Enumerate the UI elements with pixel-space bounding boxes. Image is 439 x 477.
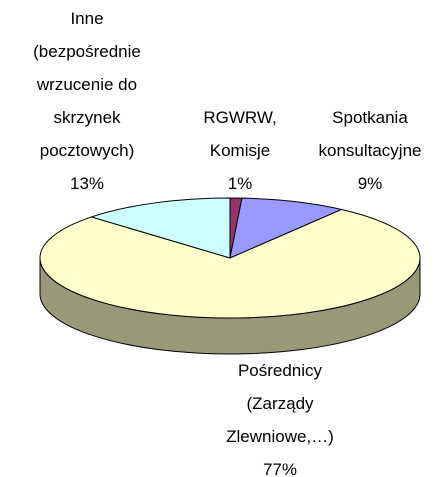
pie-slice	[229, 197, 344, 259]
pie-slice	[89, 197, 231, 259]
value-label: 13%	[69, 174, 105, 193]
category-label: Inne (bezpośrednie wrzucenie do skrzynek…	[33, 9, 141, 160]
category-label: Pośrednicy (Zarządy Zlewniowe,…)	[226, 361, 334, 446]
value-label: 9%	[357, 174, 383, 193]
category-label: Spotkania konsultacyjne	[318, 108, 422, 160]
value-label: 1%	[227, 174, 253, 193]
category-label: RGWRW, Komisje	[203, 108, 277, 160]
pie-slice	[39, 208, 421, 319]
slice-label: Pośrednicy (Zarządy Zlewniowe,…) 77%	[226, 354, 334, 477]
value-label: 77%	[262, 460, 298, 477]
slice-label: Spotkania konsultacyjne 9%	[318, 101, 421, 200]
slice-label: Inne (bezpośrednie wrzucenie do skrzynek…	[33, 2, 141, 200]
slice-label: RGWRW, Komisje 1%	[203, 101, 276, 200]
